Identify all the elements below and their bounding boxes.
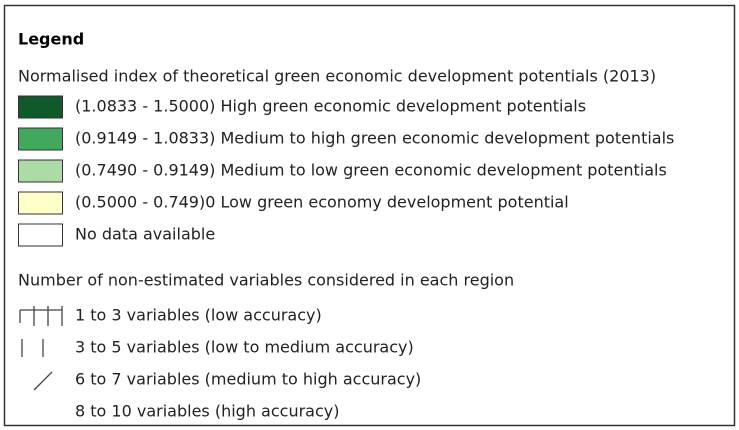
section-title: Normalised index of theoretical green ec…	[18, 67, 656, 86]
color-swatch	[18, 223, 63, 247]
grid-pattern-icon	[19, 306, 63, 326]
legend-label: (0.9149 - 1.0833) Medium to high green e…	[75, 129, 674, 148]
color-swatch	[18, 159, 63, 183]
legend-title: Legend	[18, 30, 84, 49]
color-swatch	[18, 191, 63, 215]
color-swatch	[18, 127, 63, 151]
legend-label: 8 to 10 variables (high accuracy)	[75, 402, 339, 421]
section-items: (1.0833 - 1.5000) High green economic de…	[18, 95, 674, 247]
legend-label: 3 to 5 variables (low to medium accuracy…	[75, 338, 414, 357]
color-swatch	[18, 95, 63, 119]
legend-label: (0.7490 - 0.9149) Medium to low green ec…	[75, 161, 667, 180]
legend-frame	[3, 4, 736, 427]
section-title: Number of non-estimated variables consid…	[18, 271, 514, 290]
legend-label: No data available	[75, 225, 215, 244]
legend-label: (0.5000 - 0.749)0 Low green economy deve…	[75, 193, 569, 212]
diagonal-pattern-icon	[33, 371, 53, 391]
legend-label: 1 to 3 variables (low accuracy)	[75, 306, 322, 325]
legend-label: 6 to 7 variables (medium to high accurac…	[75, 370, 421, 389]
section-items: 1 to 3 variables (low accuracy) 3 to 5 va…	[75, 306, 421, 421]
pattern-icons	[19, 306, 63, 391]
legend-label: (1.0833 - 1.5000) High green economic de…	[75, 97, 586, 116]
vertical-pattern-icon	[21, 339, 44, 357]
